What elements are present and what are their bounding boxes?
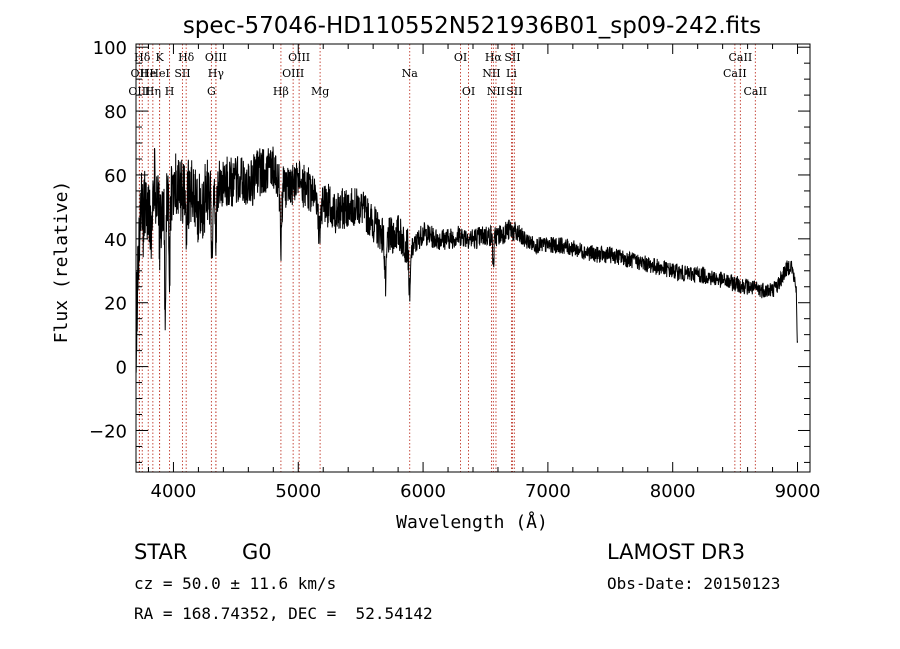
spectrum-line [135,146,798,373]
x-tick-label: 5000 [275,481,321,502]
line-label: He [140,67,156,80]
object-subclass: G0 [242,540,272,564]
line-label: Hγ [208,67,225,80]
line-label: OIII [282,67,304,80]
line-label: Hη [145,85,161,98]
y-tick-label: 20 [104,294,127,315]
line-label: OII [131,67,149,80]
line-label: SII [174,67,190,80]
line-label: OIII [205,51,227,64]
line-label: OIII [128,85,150,98]
axis-ticks: 4000 5000 6000 7000 8000 9000 −20 0 20 40 60 80 100 [89,38,820,502]
line-label: OI [462,85,475,98]
line-label: Hδ [134,51,151,64]
line-label: CaII [723,67,747,80]
plot-frame [135,43,811,473]
line-markers [138,44,756,472]
y-tick-label: −20 [89,421,127,442]
line-label: Hβ [273,85,289,98]
line-label: CaII [729,51,753,64]
line-label: SII [504,51,520,64]
object-class: STAR [134,540,188,564]
observation-date: Obs-Date: 20150123 [607,574,781,593]
x-tick-label: 4000 [151,481,197,502]
line-label: OIII [288,51,310,64]
line-label: K [155,51,164,64]
x-tick-label: 9000 [775,481,821,502]
line-label: G [207,85,216,98]
x-axis-label: Wavelength (Å) [396,511,548,533]
line-labels: Hδ OII OIII He Hη K HeI H SII Hδ OIII Hγ G Hβ OIII OIII… [128,51,767,98]
coordinates-readout: RA = 168.74352, DEC = 52.54142 [134,604,433,623]
line-label: OI [454,51,467,64]
y-tick-label: 100 [93,38,127,59]
line-label: H [165,85,175,98]
line-label: Mg [311,85,329,98]
x-tick-label: 8000 [650,481,696,502]
chart-title: spec-57046-HD110552N521936B01_sp09-242.f… [183,13,761,39]
y-axis-label: Flux (relative) [51,181,72,344]
line-label: HeI [149,67,169,80]
spectrum-series [135,146,798,373]
survey-name: LAMOST DR3 [607,540,746,564]
y-tick-label: 80 [104,102,127,123]
redshift-readout: cz = 50.0 ± 11.6 km/s [134,574,337,593]
line-label: NII [487,85,505,98]
line-label: Na [402,67,419,80]
line-label: CaII [743,85,767,98]
line-label: Hδ [178,51,195,64]
line-label: Hα [485,51,503,64]
x-tick-label: 6000 [400,481,446,502]
line-label: SII [506,85,522,98]
x-tick-label: 7000 [525,481,571,502]
y-tick-label: 60 [104,166,127,187]
y-tick-label: 40 [104,230,127,251]
line-label: Li [506,67,517,80]
y-tick-label: 0 [116,358,127,379]
line-label: NII [482,67,500,80]
